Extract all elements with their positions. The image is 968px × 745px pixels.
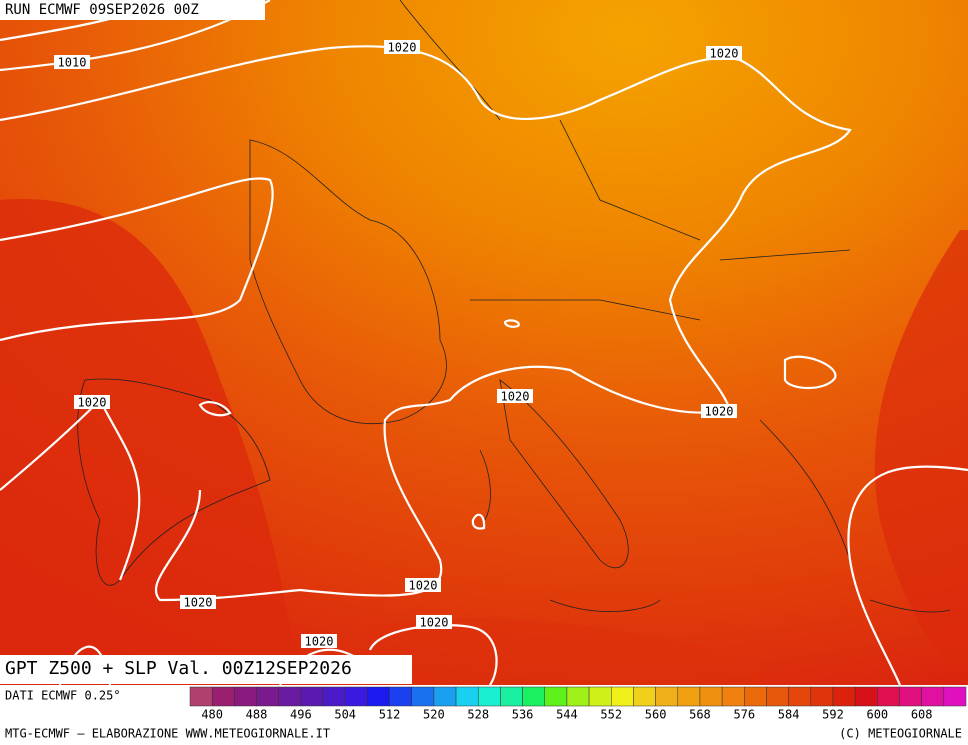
run-label: RUN ECMWF 09SEP2026 00Z xyxy=(5,2,199,18)
colorbar-label: 488 xyxy=(246,708,268,722)
isobar-label: 1020 xyxy=(409,579,438,593)
isobar-label: 1020 xyxy=(705,405,734,419)
coastline xyxy=(479,449,951,613)
colorbar-swatch xyxy=(566,686,590,707)
colorbar-swatch xyxy=(411,686,435,707)
isobar-label: 1020 xyxy=(420,616,449,630)
colorbar-swatch xyxy=(921,686,945,707)
colorbar-swatch xyxy=(455,686,479,707)
copyright-label: (C) METEOGIORNALE xyxy=(839,727,962,741)
isobar-label-box xyxy=(74,395,110,409)
colorbar-label: 544 xyxy=(556,708,578,722)
isobar-label-box xyxy=(706,46,742,60)
colorbar-swatch xyxy=(877,686,900,707)
isobar-label-box xyxy=(497,389,533,403)
colorbar-swatch xyxy=(389,686,412,707)
colorbar-swatch xyxy=(766,686,789,707)
height-field xyxy=(300,618,760,685)
colorbar-swatch xyxy=(544,686,568,707)
source-label: DATI ECMWF 0.25° xyxy=(5,689,121,703)
isobar-label-box xyxy=(180,595,216,609)
map-title: GPT Z500 + SLP Val. 00Z12SEP2026 xyxy=(5,658,352,679)
isobar-label: 1020 xyxy=(710,47,739,61)
colorbar-swatch xyxy=(943,686,967,707)
colorbar-swatch xyxy=(788,686,812,707)
credit-label: MTG-ECMWF – ELABORAZIONE WWW.METEOGIORNA… xyxy=(5,727,330,741)
colorbar: 480 488 496 504 512 520 528 536 544 552 560 568 576 5… xyxy=(189,686,967,722)
isobar-labels: 1010 1020 1020 1020 1020 1020 1020 1020 1020 1020 xyxy=(54,40,742,649)
colorbar-swatch xyxy=(477,686,501,707)
colorbar-label: 576 xyxy=(733,708,755,722)
colorbar-label: 608 xyxy=(911,708,933,722)
colorbar-label: 568 xyxy=(689,708,711,722)
colorbar-swatch xyxy=(810,686,834,707)
isobar-label-box xyxy=(701,404,737,418)
isobar-label: 1020 xyxy=(305,635,334,649)
coastline xyxy=(77,378,271,586)
colorbar-label: 592 xyxy=(822,708,844,722)
colorbar-swatch xyxy=(500,686,523,707)
coastline xyxy=(399,0,851,561)
colorbar-label: 536 xyxy=(512,708,534,722)
colorbar-label: 504 xyxy=(334,708,356,722)
colorbar-swatch xyxy=(367,686,390,707)
isobar-label-box xyxy=(416,615,452,629)
colorbar-swatch xyxy=(721,686,745,707)
colorbar-label: 528 xyxy=(467,708,489,722)
colorbar-label: 480 xyxy=(201,708,223,722)
isobar-label: 1010 xyxy=(58,56,87,70)
height-field xyxy=(0,199,300,685)
colorbar-label: 584 xyxy=(778,708,800,722)
colorbar-swatch xyxy=(300,686,324,707)
isobar-label-box xyxy=(54,55,90,69)
colorbar-swatch xyxy=(655,686,679,707)
isobar-label: 1020 xyxy=(501,390,530,404)
colorbar-swatch xyxy=(677,686,701,707)
colorbar-swatch xyxy=(744,686,767,707)
colorbar-swatch xyxy=(832,686,856,707)
colorbar-label: 512 xyxy=(379,708,401,722)
colorbar-swatch xyxy=(588,686,612,707)
colorbar-swatch xyxy=(522,686,545,707)
colorbar-swatch xyxy=(611,686,634,707)
isobar-label: 1020 xyxy=(184,596,213,610)
run-box xyxy=(0,0,265,20)
height-field xyxy=(874,230,968,685)
colorbar-swatch xyxy=(278,686,302,707)
colorbar-swatch xyxy=(211,686,235,707)
colorbar-label: 560 xyxy=(645,708,667,722)
colorbar-swatch xyxy=(189,686,213,707)
colorbar-swatch xyxy=(899,686,922,707)
title-box xyxy=(0,655,412,684)
colorbar-swatch xyxy=(322,686,346,707)
isobar-label-box xyxy=(301,634,337,648)
colorbar-label: 496 xyxy=(290,708,312,722)
colorbar-label: 520 xyxy=(423,708,445,722)
colorbar-label: 600 xyxy=(866,708,888,722)
coastline xyxy=(249,139,447,424)
isobar xyxy=(198,319,837,530)
isobar xyxy=(0,45,852,602)
isobar-label: 1020 xyxy=(388,41,417,55)
colorbar-swatch xyxy=(344,686,368,707)
colorbar-label: 552 xyxy=(600,708,622,722)
isobar-label: 1020 xyxy=(78,396,107,410)
colorbar-swatch xyxy=(699,686,723,707)
isobar xyxy=(0,177,274,342)
colorbar-swatch xyxy=(256,686,279,707)
isobar xyxy=(847,465,968,686)
isobar-label-box xyxy=(384,40,420,54)
isobar-label-box xyxy=(405,578,441,592)
colorbar-swatch xyxy=(854,686,878,707)
colorbar-swatch xyxy=(433,686,457,707)
coastline xyxy=(499,379,629,569)
colorbar-swatch xyxy=(633,686,656,707)
map: 1010 1020 1020 1020 1020 1020 1020 1020 1020 1020… xyxy=(0,0,968,686)
colorbar-swatch xyxy=(234,686,257,707)
